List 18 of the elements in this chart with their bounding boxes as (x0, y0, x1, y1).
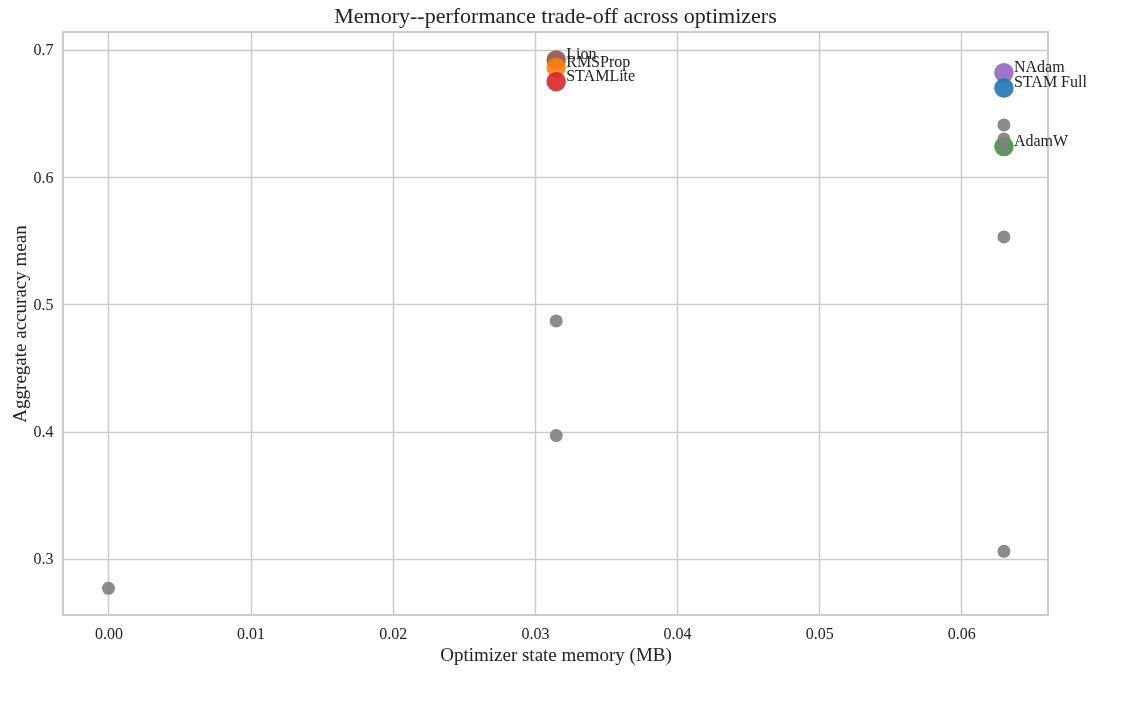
x-tick-label: 0.03 (521, 624, 550, 642)
x-tick-label: 0.05 (805, 624, 834, 642)
series-label: AdamW (1013, 131, 1070, 149)
y-tick-label: 0.5 (33, 295, 54, 313)
y-tick-label: 0.3 (33, 550, 54, 568)
series-label: NAdam (1013, 57, 1066, 75)
x-tick-label: 0.04 (663, 624, 692, 642)
chart-title: Memory--performance trade-off across optimizers (334, 3, 777, 28)
x-tick-label: 0.06 (947, 624, 976, 642)
x-axis-title: Optimizer state memory (MB) (440, 643, 672, 666)
y-tick-label: 0.6 (33, 168, 54, 186)
y-tick-label: 0.7 (33, 41, 54, 59)
series-label: STAM Full (1013, 73, 1088, 91)
x-tick-label: 0.00 (94, 624, 123, 642)
y-axis-title: Aggregate accuracy mean (8, 224, 30, 423)
x-tick-label: 0.01 (237, 624, 266, 642)
y-tick-label: 0.4 (33, 423, 54, 441)
x-tick-label: 0.02 (379, 624, 408, 642)
